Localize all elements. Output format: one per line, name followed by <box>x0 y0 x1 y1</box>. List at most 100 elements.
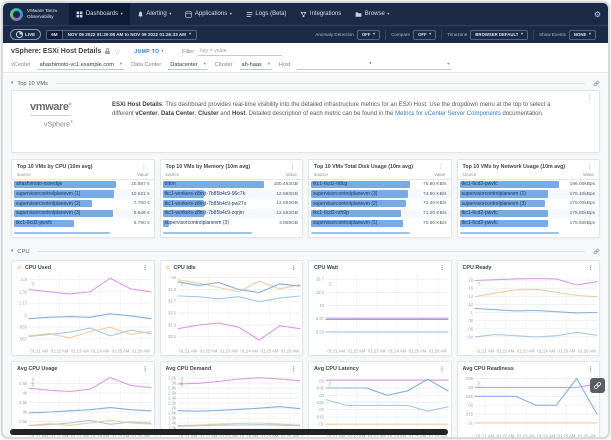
svg-text:3.33: 3.33 <box>316 329 325 334</box>
chart-avg-cpu-demand[interactable]: Avg CPU Demand ⋮ 01:21 AM 01:22 AM 01:23 AM 0… <box>159 361 303 437</box>
chart-cpu-wait[interactable]: CPU Wait ⋮ 01:21 AM 01:22 AM 01:23 AM 01:24 A… <box>308 260 452 356</box>
svg-text:.16: .16 <box>467 286 473 291</box>
collapse-chevron-icon[interactable]: ▾ <box>11 249 14 254</box>
table-row[interactable]: tkc1-6cd2-rzh9p 71.20 KB/s <box>309 208 451 219</box>
section-title: Top 10 VMs <box>17 80 48 87</box>
svg-text:1.6k: 1.6k <box>168 416 177 421</box>
time-window-button[interactable]: 6M <box>46 29 63 40</box>
nav-item-dashboards[interactable]: Dashboards ▾ <box>69 3 130 25</box>
row-source: supervisorcontrolplanevm (2) <box>313 200 378 207</box>
collapse-chevron-icon[interactable]: ▾ <box>11 81 14 86</box>
nav-item-browse[interactable]: Browse ▾ <box>348 3 396 25</box>
live-button[interactable]: LIVE <box>10 28 42 41</box>
metrics-doc-link[interactable]: Metrics for vCenter Server Components <box>395 111 501 118</box>
table-row[interactable]: supervisorcontrolplanevm (2) 73.40 KB/s <box>309 199 451 209</box>
top10-table-top-10-vms-total-disk-usage-10m-avg: Top 10 VMs Total Disk Usage (10m avg) ⋮ so… <box>308 159 452 238</box>
chart-avg-cpu-usage[interactable]: Avg CPU Usage ⋮ 01:21 AM 01:22 AM 01:23 AM 01… <box>11 361 155 439</box>
filter-input[interactable] <box>198 47 283 56</box>
table-row[interactable]: tkc1-workers-z8mjt-7b85b4c9-96c7k 12.583G… <box>160 189 302 199</box>
value-bar <box>459 209 548 217</box>
table-row[interactable]: triton 100.463GB <box>161 180 303 190</box>
chart-menu-icon[interactable]: ⋮ <box>289 163 296 171</box>
chart-menu-icon[interactable]: ⋮ <box>142 263 149 272</box>
chart-menu-icon[interactable]: ⋮ <box>587 263 595 272</box>
chart-menu-icon[interactable]: ⋮ <box>142 364 149 373</box>
share-link-button[interactable] <box>590 378 605 393</box>
row-source: tkc1-6cd2-h8cg <box>313 181 348 188</box>
svg-text:01:25 AM: 01:25 AM <box>409 349 427 354</box>
section-link-icon[interactable] <box>593 80 600 87</box>
vcenter-select[interactable]: ahashimoto-vc1.example.com ▾ <box>37 61 125 70</box>
nav-item-integrations[interactable]: Integrations <box>293 3 348 25</box>
chart-menu-icon[interactable]: ⋮ <box>439 364 446 373</box>
data-center-label: Data Center <box>131 62 162 68</box>
row-source: tkc1-workers-z8mjt-7b85b4c9-pw27x <box>164 200 247 207</box>
value-bar <box>459 219 548 227</box>
chart-cpu-used[interactable]: ⚠ CPU Used ⋮ 01:21 AM 01:22 AM 01:23 AM 01:24 … <box>11 260 155 356</box>
cluster-select[interactable]: ah-haas ▾ <box>239 61 272 70</box>
chart-menu-icon[interactable]: ⋮ <box>437 163 445 171</box>
value-bar <box>14 200 92 208</box>
svg-text:01:26 AM: 01:26 AM <box>132 349 150 354</box>
live-label: LIVE <box>25 32 36 37</box>
compare-select[interactable]: OFF ▾ <box>413 29 437 40</box>
table-row[interactable]: supervisorcontrolplanevm (2) 7.760 s <box>12 199 154 209</box>
chart-cpu-idle[interactable]: ⚠ CPU Idle ⋮ 01:21 AM 01:22 AM 01:23 AM 01:24 … <box>159 260 303 356</box>
table-row[interactable]: tkc1-6cd2-pwvfc 175.80kBps <box>457 208 599 219</box>
table-row[interactable]: tkc1-6cd2-h8cg 75.80 KB/s <box>309 180 451 190</box>
nav-item-logs-beta[interactable]: Logs (Beta) <box>239 3 294 25</box>
svg-text:01:24 AM: 01:24 AM <box>91 434 109 439</box>
data-center-select[interactable]: Datacenter ▾ <box>168 61 208 70</box>
svg-text:.667: .667 <box>19 336 28 341</box>
nav-item-applications[interactable]: Applications ▾ <box>178 3 239 25</box>
nav-item-alerting[interactable]: Alerting ▾ <box>130 3 179 25</box>
column-value: Value <box>434 172 446 177</box>
table-row[interactable]: tkc1-6cd2-pwvfc 196.00kBps <box>458 180 600 190</box>
table-row[interactable]: supervisorcontrolplanevm (3) 74.60 KB/s <box>309 189 451 199</box>
value-bar <box>311 180 411 188</box>
svg-text:3.2k: 3.2k <box>168 376 177 381</box>
table-row[interactable]: supervisorcontrolplanevm (3) 176.00kBps <box>458 199 600 209</box>
brand[interactable]: VMware Tanzu Observability <box>10 7 57 21</box>
chart-menu-icon[interactable]: ⋮ <box>586 163 593 171</box>
table-row[interactable]: ahashimoto-nsxedge 10.587 s <box>12 180 154 190</box>
chart-cpu-ready[interactable]: CPU Ready ⋮ 01:21 AM 01:22 AM 01:23 AM 01:24 … <box>456 260 600 356</box>
table-row[interactable]: supervisorcontrolplanevm (3) 5.946 s <box>12 208 154 219</box>
svg-text:01:23 AM: 01:23 AM <box>71 349 89 354</box>
table-row[interactable]: supervisorcontrolplanevm (1) 178.40kBps <box>457 189 599 199</box>
filter-group: Filter <box>182 47 283 56</box>
svg-text:.025: .025 <box>316 400 325 405</box>
row-value: 196.00kBps <box>569 181 595 187</box>
host-select[interactable]: * ▾ <box>297 61 452 70</box>
jump-to-button[interactable]: JUMP TO ▾ <box>134 48 164 55</box>
svg-text:01:24 AM: 01:24 AM <box>537 434 555 439</box>
date-range-button[interactable]: NOV 09 2022 01:20:08 AM to NOV 09 2022 0… <box>62 29 198 40</box>
table-row[interactable]: tkc1-6cd2-pwvfc 5.790 s <box>12 218 154 228</box>
table-row[interactable]: tkc1-workers-z8mjt-7b85b4c9-zqrjm 12.583G… <box>160 208 302 219</box>
chart-menu-icon[interactable]: ⋮ <box>290 364 298 373</box>
table-row[interactable]: supervisorcontrolplanevm (1) 70.60 KB/s <box>309 218 451 228</box>
warning-icon: ⚠ <box>17 264 22 271</box>
favorite-star-icon[interactable]: ☆ <box>114 47 121 56</box>
table-row[interactable]: supervisorcontrolplanevm (1) 10.531 s <box>12 189 154 199</box>
chart-menu-icon[interactable]: ⋮ <box>439 263 446 272</box>
section-link-icon[interactable] <box>593 248 600 255</box>
svg-text:4.5k: 4.5k <box>19 381 28 386</box>
anomaly-detection-select[interactable]: OFF ▾ <box>356 29 381 40</box>
table-row[interactable]: tkc1-6cd2-pwvfc 175.60kBps <box>458 218 600 228</box>
chart-menu-icon[interactable]: ⋮ <box>587 364 595 373</box>
chart-menu-icon[interactable]: ⋮ <box>140 163 148 171</box>
card-menu-icon[interactable]: ⋮ <box>586 94 593 102</box>
time-toolbar: LIVE 6M NOV 09 2022 01:20:08 AM to NOV 0… <box>3 25 608 43</box>
table-row[interactable]: supervisorcontrolplanevm (3) 3.859GB <box>161 218 303 228</box>
chart-menu-icon[interactable]: ⋮ <box>290 263 298 272</box>
chart-avg-cpu-readiness[interactable]: Avg CPU Readiness ⋮ 01:21 AM 01:22 AM 01:23 … <box>456 361 600 439</box>
settings-gear-icon[interactable]: ⚙ <box>593 9 601 19</box>
timezone-select[interactable]: BROWSER DEFAULT ▾ <box>470 29 529 40</box>
table-row[interactable]: tkc1-workers-z8mjt-7b85b4c9-pw27x 12.583G… <box>161 199 303 209</box>
svg-text:2.2k: 2.2k <box>168 401 177 406</box>
chart-avg-cpu-latency[interactable]: Avg CPU Latency ⋮ 01:21 AM 01:22 AM 01:23 AM… <box>308 361 452 437</box>
nav-item-label: Integrations <box>309 11 342 17</box>
show-events-select[interactable]: NONE ▾ <box>568 29 596 40</box>
